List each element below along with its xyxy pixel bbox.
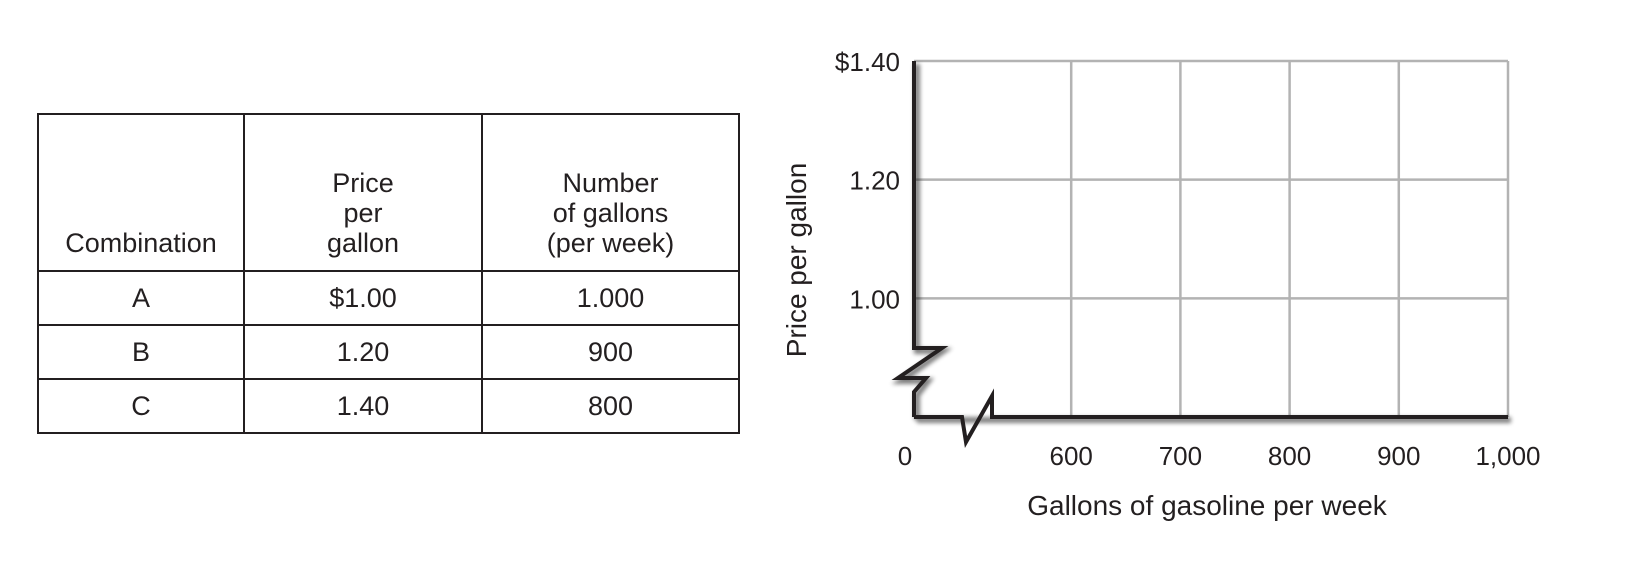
table-cell-combination: B — [37, 324, 245, 380]
blank-demand-graph: 0 600 700 800 900 1,000 1.00 1.20 $1.40 Price pe… — [781, 47, 1541, 521]
grid-lines — [914, 59, 1510, 417]
x-tick-label-800: 800 — [1268, 441, 1311, 471]
y-tick-label-1.00: 1.00 — [849, 284, 900, 314]
table-cell-gallons: 1.000 — [481, 270, 740, 326]
table-cell-price: 1.40 — [243, 378, 483, 434]
x-tick-label-0: 0 — [898, 441, 912, 471]
table-cell-gallons: 900 — [481, 324, 740, 380]
x-tick-label-700: 700 — [1159, 441, 1202, 471]
y-tick-label-1.20: 1.20 — [849, 166, 900, 196]
table-cell-gallons: 800 — [481, 378, 740, 434]
x-tick-label-600: 600 — [1050, 441, 1093, 471]
header-number-of-gallons: Number of gallons (per week) — [481, 113, 740, 272]
header-combination: Combination — [37, 113, 245, 272]
price-quantity-table: Combination Price per gallon Number of g… — [37, 113, 740, 434]
table-row: A $1.00 1.000 — [37, 270, 740, 326]
x-axis-label: Gallons of gasoline per week — [1027, 490, 1388, 521]
axis-shadow-path — [891, 64, 1511, 423]
x-tick-label-1,000: 1,000 — [1475, 441, 1540, 471]
table-header-row: Combination Price per gallon Number of g… — [37, 113, 740, 272]
y-axis-label: Price per gallon — [781, 163, 812, 358]
y-tick-label-$1.40: $1.40 — [835, 47, 900, 77]
tick-labels: 0 600 700 800 900 1,000 1.00 1.20 $1.40 — [835, 47, 1541, 471]
header-price-per-gallon: Price per gallon — [243, 113, 483, 272]
table-cell-combination: A — [37, 270, 245, 326]
table-row: C 1.40 800 — [37, 378, 740, 434]
table-cell-combination: C — [37, 378, 245, 434]
table-cell-price: $1.00 — [243, 270, 483, 326]
axes — [891, 61, 1508, 448]
axis-shadow — [891, 64, 1511, 423]
table-cell-price: 1.20 — [243, 324, 483, 380]
x-tick-label-900: 900 — [1377, 441, 1420, 471]
y-axis-line — [891, 61, 949, 417]
x-axis-line — [914, 388, 1508, 448]
table-row: B 1.20 900 — [37, 324, 740, 380]
